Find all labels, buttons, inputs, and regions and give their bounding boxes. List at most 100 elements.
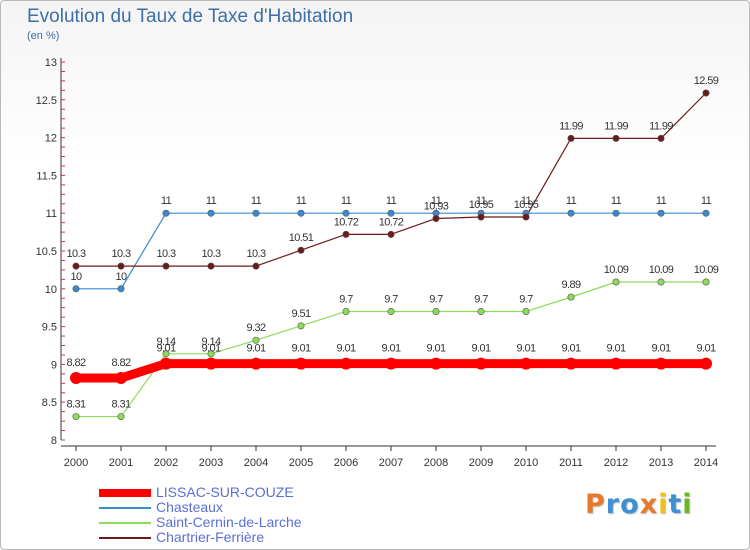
x-tick-label: 2004 <box>244 457 268 469</box>
y-tick-label: 11 <box>46 208 57 220</box>
data-point <box>162 350 170 358</box>
logo-letter: i <box>658 489 669 520</box>
data-labels: 8.82 8.82 9.01 9.01 9.01 9.01 9.01 9.01 9.01 9.01… <box>66 75 719 411</box>
logo-letter: r <box>605 489 621 520</box>
y-tick-label: 9 <box>51 359 57 371</box>
data-point <box>475 357 487 370</box>
data-label: 8.82 <box>66 357 85 369</box>
data-label: 9.01 <box>336 343 355 355</box>
data-label: 10 <box>70 271 82 283</box>
data-label: 11 <box>476 195 487 207</box>
data-label: 9.7 <box>519 293 533 305</box>
data-point <box>702 209 710 217</box>
x-tick-label: 2011 <box>559 457 583 469</box>
data-point <box>297 322 305 330</box>
data-label: 11 <box>566 195 577 207</box>
logo-letter: P <box>585 489 606 520</box>
x-tick-label: 2002 <box>154 457 178 469</box>
data-label: 10.93 <box>424 200 449 212</box>
data-label: 11 <box>341 195 352 207</box>
x-tick-label: 2010 <box>514 457 538 469</box>
data-label: 9.01 <box>561 343 580 355</box>
data-label: 8.31 <box>111 399 130 411</box>
data-point <box>207 209 215 217</box>
data-label: 9.7 <box>474 293 488 305</box>
data-point <box>342 209 350 217</box>
data-point <box>432 214 440 222</box>
data-label: 11 <box>656 195 667 207</box>
data-label: 11 <box>611 195 622 207</box>
x-tick-label: 2003 <box>199 457 223 469</box>
x-tick-label: 2001 <box>109 457 133 469</box>
chart-legend: LISSAC-SUR-COUZE Chasteaux Saint-Cernin-de… <box>99 485 302 545</box>
data-label: 10.09 <box>649 264 674 276</box>
data-point <box>207 350 215 358</box>
data-point <box>162 262 170 270</box>
data-point <box>477 307 485 315</box>
data-label: 11 <box>521 195 532 207</box>
data-point <box>522 307 530 315</box>
legend-item: Chasteaux <box>99 500 302 515</box>
y-tick-label: 12.5 <box>36 95 57 107</box>
data-label: 9.01 <box>471 343 490 355</box>
data-label: 9.32 <box>246 322 265 334</box>
axes: 8 8.5 9 9.5 10 10.5 11 11.5 12 12.5 13 2000 2001 2002… <box>36 57 719 469</box>
logo-letter: o <box>620 489 640 520</box>
data-label: 10.95 <box>469 199 494 211</box>
data-point <box>70 372 82 385</box>
y-tick-label: 10 <box>45 284 57 296</box>
data-label: 10.09 <box>604 264 629 276</box>
data-label: 10.3 <box>111 248 130 260</box>
data-label: 10.3 <box>66 248 85 260</box>
legend-label: Saint-Cernin-de-Larche <box>156 514 302 530</box>
data-label: 11 <box>431 195 442 207</box>
data-point <box>430 357 442 370</box>
data-point <box>610 357 622 370</box>
x-tick-label: 2006 <box>334 457 358 469</box>
data-point <box>565 357 577 370</box>
data-label: 11.99 <box>604 120 628 132</box>
data-label: 9.01 <box>201 343 220 355</box>
data-point <box>72 413 80 421</box>
data-label: 9.7 <box>339 293 353 305</box>
data-point <box>520 357 532 370</box>
logo-letter: x <box>639 489 659 520</box>
data-label: 9.51 <box>291 308 310 320</box>
data-point <box>342 230 350 238</box>
data-point <box>297 209 305 217</box>
data-point <box>702 278 710 286</box>
data-label: 11 <box>296 195 307 207</box>
chart-title: Evolution du Taux de Taxe d'Habitation <box>27 6 354 27</box>
data-label: 11 <box>386 195 397 207</box>
data-point <box>567 134 575 142</box>
data-point <box>72 285 80 293</box>
data-label: 9.14 <box>156 336 175 348</box>
data-label: 9.01 <box>291 343 310 355</box>
legend-item: LISSAC-SUR-COUZE <box>99 485 302 500</box>
data-label: 9.14 <box>201 336 220 348</box>
data-point <box>207 262 215 270</box>
data-label: 9.7 <box>384 293 398 305</box>
data-label: 11 <box>701 195 712 207</box>
data-label: 9.01 <box>606 343 625 355</box>
x-tick-label: 2013 <box>649 457 673 469</box>
data-point <box>295 357 307 370</box>
data-point <box>387 230 395 238</box>
data-label: 10.3 <box>201 248 220 260</box>
data-point <box>522 213 530 221</box>
legend-item: Chartrier-Ferrière <box>99 530 302 545</box>
legend-swatch <box>99 506 151 509</box>
data-label: 12.59 <box>694 75 719 87</box>
data-label: 10.09 <box>694 264 719 276</box>
data-label: 9.01 <box>651 343 670 355</box>
x-tick-label: 2007 <box>379 457 403 469</box>
x-tick-label: 2000 <box>64 457 88 469</box>
data-label: 9.01 <box>516 343 535 355</box>
data-point <box>702 89 710 97</box>
series-line-3 <box>75 92 707 267</box>
data-point <box>567 293 575 301</box>
legend-swatch <box>99 488 151 497</box>
data-label: 9.89 <box>561 279 580 291</box>
